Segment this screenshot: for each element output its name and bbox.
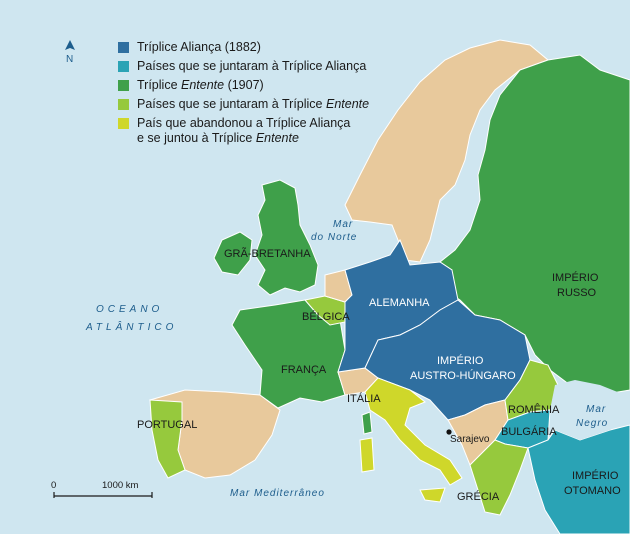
legend-swatch — [118, 61, 129, 72]
legend-label-post: (1907) — [224, 78, 264, 92]
scale-bar: 0 1000 km — [46, 480, 166, 502]
label-belgica: BÉLGICA — [302, 310, 350, 323]
label-mediterraneo: Mar Mediterrâneo — [230, 488, 325, 499]
label-romenia: ROMÊNIA — [508, 403, 560, 416]
legend-label: Tríplice Aliança (1882) — [137, 40, 261, 54]
region-greece — [469, 439, 529, 516]
region-great-britain — [254, 179, 319, 296]
label-oceano: OCEANO — [96, 304, 163, 315]
label-italia: ITÁLIA — [347, 392, 381, 405]
region-portugal — [149, 399, 186, 479]
legend-item: País que abandonou a Tríplice Aliança e s… — [118, 116, 408, 146]
legend-item: Tríplice Entente (1907) — [118, 78, 408, 93]
label-mar-norte-1: Mar — [333, 219, 353, 230]
label-mar-negro-2: Negro — [576, 418, 608, 429]
label-russia-1: IMPÉRIO — [552, 271, 599, 284]
region-scandinavia — [344, 39, 549, 263]
legend-label: Tríplice Entente (1907) — [137, 78, 264, 93]
region-black-sea — [550, 380, 628, 440]
legend-label: Países que se juntaram à Tríplice Alianç… — [137, 59, 367, 73]
legend-label-em: Entente — [181, 78, 225, 92]
region-italy — [364, 377, 463, 486]
legend-label-pre: Países que se juntaram à Tríplice — [137, 97, 326, 111]
scale-end-label: 1000 km — [102, 480, 139, 491]
legend-item: Tríplice Aliança (1882) — [118, 40, 408, 55]
label-gra-bretanha: GRÃ-BRETANHA — [224, 247, 311, 260]
label-otomano-1: IMPÉRIO — [572, 469, 619, 482]
label-grecia: GRÉCIA — [457, 490, 500, 503]
label-portugal: PORTUGAL — [137, 419, 197, 431]
region-ireland — [213, 231, 253, 276]
legend-item: Países que se juntaram à Tríplice Alianç… — [118, 59, 408, 74]
region-sardinia — [359, 437, 375, 473]
legend: Tríplice Aliança (1882) Países que se ju… — [118, 40, 408, 150]
label-otomano-2: OTOMANO — [564, 485, 621, 497]
legend-item: Países que se juntaram à Tríplice Entent… — [118, 97, 408, 112]
label-mar-norte-2: do Norte — [311, 232, 357, 243]
label-sarajevo: Sarajevo — [450, 434, 490, 445]
legend-swatch — [118, 99, 129, 110]
label-austria-2: AUSTRO-HÚNGARO — [410, 369, 516, 382]
label-austria-1: IMPÉRIO — [437, 354, 484, 367]
legend-label-pre: e se juntou à Tríplice — [137, 131, 256, 145]
legend-label-line1: País que abandonou a Tríplice Aliança — [137, 116, 351, 130]
scale-start-label: 0 — [51, 480, 57, 491]
legend-label-pre: Tríplice — [137, 78, 181, 92]
label-russia-2: RUSSO — [557, 287, 597, 299]
legend-swatch — [118, 80, 129, 91]
region-corsica — [361, 411, 373, 435]
label-bulgaria: BULGÁRIA — [501, 425, 557, 438]
region-sicily — [419, 487, 446, 503]
legend-label: País que abandonou a Tríplice Aliança e s… — [137, 116, 350, 146]
label-mar-negro-1: Mar — [586, 404, 606, 415]
legend-label-em: Entente — [255, 131, 299, 145]
sarajevo-marker-icon — [446, 429, 452, 435]
label-franca: FRANÇA — [281, 364, 327, 376]
legend-label: Países que se juntaram à Tríplice Entent… — [137, 97, 369, 112]
north-arrow-icon: N — [63, 40, 77, 66]
legend-label-em: Entente — [325, 97, 370, 111]
label-alemanha: ALEMANHA — [369, 297, 430, 309]
north-label: N — [66, 54, 73, 65]
label-atlantico: ATLÂNTICO — [85, 320, 177, 333]
legend-swatch — [118, 118, 129, 129]
legend-swatch — [118, 42, 129, 53]
